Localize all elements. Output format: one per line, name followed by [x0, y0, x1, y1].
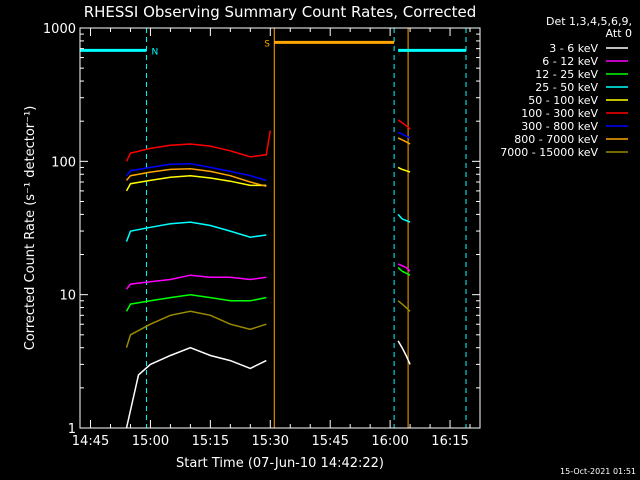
- series-line-1-1: [397, 263, 411, 272]
- x-tick-label-3: 15:30: [252, 434, 289, 449]
- series-line-2-1: [397, 266, 411, 276]
- series-line-2-0: [125, 293, 267, 312]
- legend-label-5: 100 - 300 keV: [521, 107, 598, 120]
- x-tick-label-2: 15:15: [192, 434, 229, 449]
- series-line-8-1: [397, 300, 411, 312]
- flags-layer: NS: [80, 39, 467, 57]
- series-line-1-0: [125, 274, 267, 290]
- x-tick-label-1: 15:00: [132, 434, 169, 449]
- series-line-0-0: [125, 346, 267, 429]
- legend-label-7: 800 - 7000 keV: [514, 133, 598, 146]
- series-line-6-0: [125, 162, 267, 182]
- legend-label-6: 300 - 800 keV: [521, 120, 598, 133]
- x-axis-label: Start Time (07-Jun-10 14:42:22): [176, 456, 384, 471]
- x-tick-label-5: 16:00: [371, 434, 408, 449]
- y-tick-label-3: 1000: [43, 22, 76, 37]
- series-line-7-0: [125, 167, 267, 188]
- series-line-4-1: [397, 166, 411, 173]
- timestamp: 15-Oct-2021 01:51: [560, 467, 636, 476]
- legend-label-4: 50 - 100 keV: [528, 94, 598, 107]
- legend-label-3: 25 - 50 keV: [535, 81, 598, 94]
- y-tick-label-0: 1: [68, 422, 76, 437]
- series-line-5-0: [125, 130, 272, 162]
- x-tick-label-0: 14:45: [72, 434, 109, 449]
- x-tick-label-6: 16:15: [431, 434, 468, 449]
- series-line-6-1: [397, 131, 411, 139]
- flag-label-N: N: [151, 47, 158, 57]
- y-tick-label-1: 10: [59, 289, 76, 304]
- x-tick-label-4: 15:45: [311, 434, 348, 449]
- legend-header-1: Det 1,3,4,5,6,9,: [546, 15, 632, 28]
- series-layer: [125, 119, 411, 429]
- x-axis: 14:45 15:00 15:15 15:30 15:45 16:00 16:15: [72, 28, 471, 449]
- y-axis: 1 10 100 1000: [43, 22, 480, 437]
- legend-label-2: 12 - 25 keV: [535, 68, 598, 81]
- plot-frame: [79, 27, 481, 429]
- legend-label-8: 7000 - 15000 keV: [500, 146, 598, 159]
- series-line-3-1: [397, 213, 411, 223]
- flag-label-S: S: [264, 39, 270, 49]
- series-line-5-1: [397, 119, 411, 130]
- legend-label-0: 3 - 6 keV: [549, 42, 598, 55]
- series-line-3-0: [125, 221, 267, 242]
- series-line-7-1: [397, 137, 411, 145]
- series-line-4-0: [125, 174, 267, 192]
- y-axis-label: Corrected Count Rate (s⁻¹ detector⁻¹): [23, 106, 38, 351]
- legend-label-1: 6 - 12 keV: [542, 55, 598, 68]
- chart-title: RHESSI Observing Summary Count Rates, Co…: [84, 3, 477, 21]
- series-line-8-0: [125, 310, 267, 348]
- series-line-0-1: [397, 340, 411, 365]
- legend-header-2: Att 0: [606, 27, 632, 40]
- y-tick-label-2: 100: [51, 155, 76, 170]
- plot-area: NS: [80, 28, 467, 429]
